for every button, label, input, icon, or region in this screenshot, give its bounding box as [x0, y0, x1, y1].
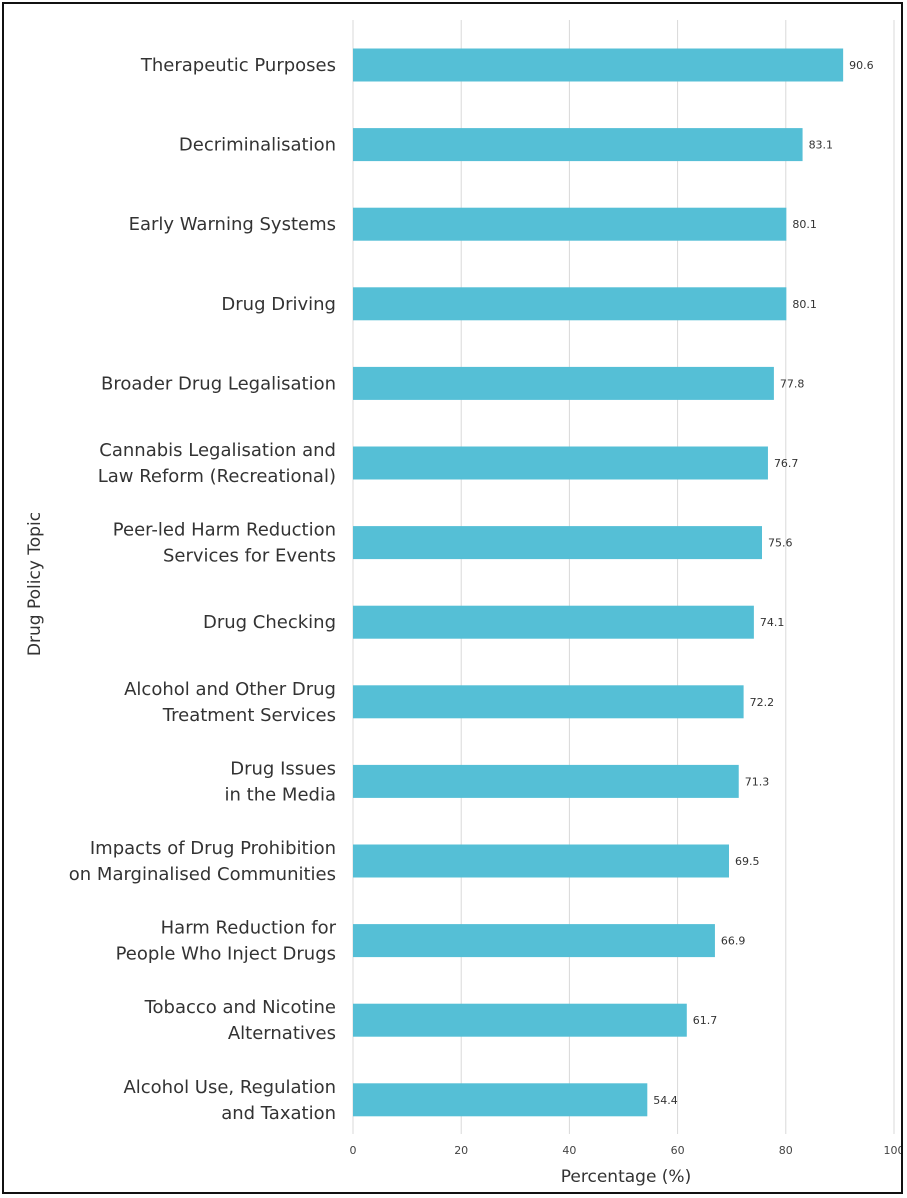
value-label: 80.1 — [792, 298, 817, 311]
x-tick-label: 80 — [779, 1144, 793, 1157]
value-label: 74.1 — [760, 616, 785, 629]
value-label: 80.1 — [792, 218, 817, 231]
category-label: Impacts of Drug Prohibition on Marginalis… — [69, 838, 336, 885]
bar — [353, 844, 729, 878]
bar — [353, 207, 787, 241]
category-label: Drug Issues in the Media — [225, 758, 336, 805]
value-label: 83.1 — [809, 139, 834, 152]
value-label: 90.6 — [849, 59, 874, 72]
value-label: 71.3 — [745, 775, 770, 788]
bar — [353, 924, 715, 958]
x-tick-label: 100 — [884, 1144, 902, 1157]
value-label: 76.7 — [774, 457, 799, 470]
value-labels: 90.6 83.1 80.1 80.1 77.8 76.7 75.6 74.1 72.2 71.3… — [653, 59, 873, 1107]
value-label: 72.2 — [750, 696, 775, 709]
value-label: 66.9 — [721, 935, 746, 948]
value-label: 75.6 — [768, 537, 793, 550]
bars — [353, 48, 844, 1117]
category-label: Harm Reduction for People Who Inject Drug… — [116, 918, 337, 965]
category-label: Alcohol and Other Drug Treatment Services — [124, 679, 336, 726]
category-label: Broader Drug Legalisation — [101, 373, 336, 394]
category-label: Cannabis Legalisation and Law Reform (Rec… — [98, 440, 336, 487]
category-label: Alcohol Use, Regulation and Taxation — [123, 1077, 336, 1124]
bar — [353, 287, 787, 321]
x-tick-label: 20 — [454, 1144, 468, 1157]
category-labels: Therapeutic Purposes Decriminalisation Ear… — [69, 55, 337, 1124]
bar — [353, 446, 768, 480]
category-label: Tobacco and Nicotine Alternatives — [144, 997, 336, 1044]
gridlines — [352, 20, 895, 1134]
category-label: Drug Driving — [221, 294, 336, 315]
x-tick-labels: 0 20 40 60 80 100 — [350, 1144, 902, 1157]
value-label: 54.4 — [653, 1094, 678, 1107]
category-label: Drug Checking — [203, 612, 336, 633]
bar — [353, 685, 744, 719]
value-label: 61.7 — [693, 1014, 718, 1027]
bar — [353, 128, 803, 162]
bar — [353, 1003, 687, 1037]
bar — [353, 605, 754, 639]
category-label: Peer-led Harm Reduction Services for Even… — [113, 520, 336, 567]
x-tick-label: 40 — [562, 1144, 576, 1157]
x-tick-label: 0 — [350, 1144, 357, 1157]
value-label: 69.5 — [735, 855, 760, 868]
bar — [353, 366, 774, 400]
bar — [353, 764, 739, 798]
x-tick-label: 60 — [671, 1144, 685, 1157]
bar-chart: Therapeutic Purposes Decriminalisation Ear… — [25, 20, 902, 1187]
bar — [353, 526, 762, 560]
bar — [353, 48, 844, 82]
value-label: 77.8 — [780, 377, 805, 390]
category-label: Therapeutic Purposes — [140, 55, 336, 76]
y-axis-title: Drug Policy Topic — [25, 512, 45, 656]
x-axis-title: Percentage (%) — [561, 1167, 691, 1187]
bar — [353, 1083, 648, 1117]
category-label: Early Warning Systems — [129, 214, 336, 235]
category-label: Decriminalisation — [179, 135, 336, 156]
